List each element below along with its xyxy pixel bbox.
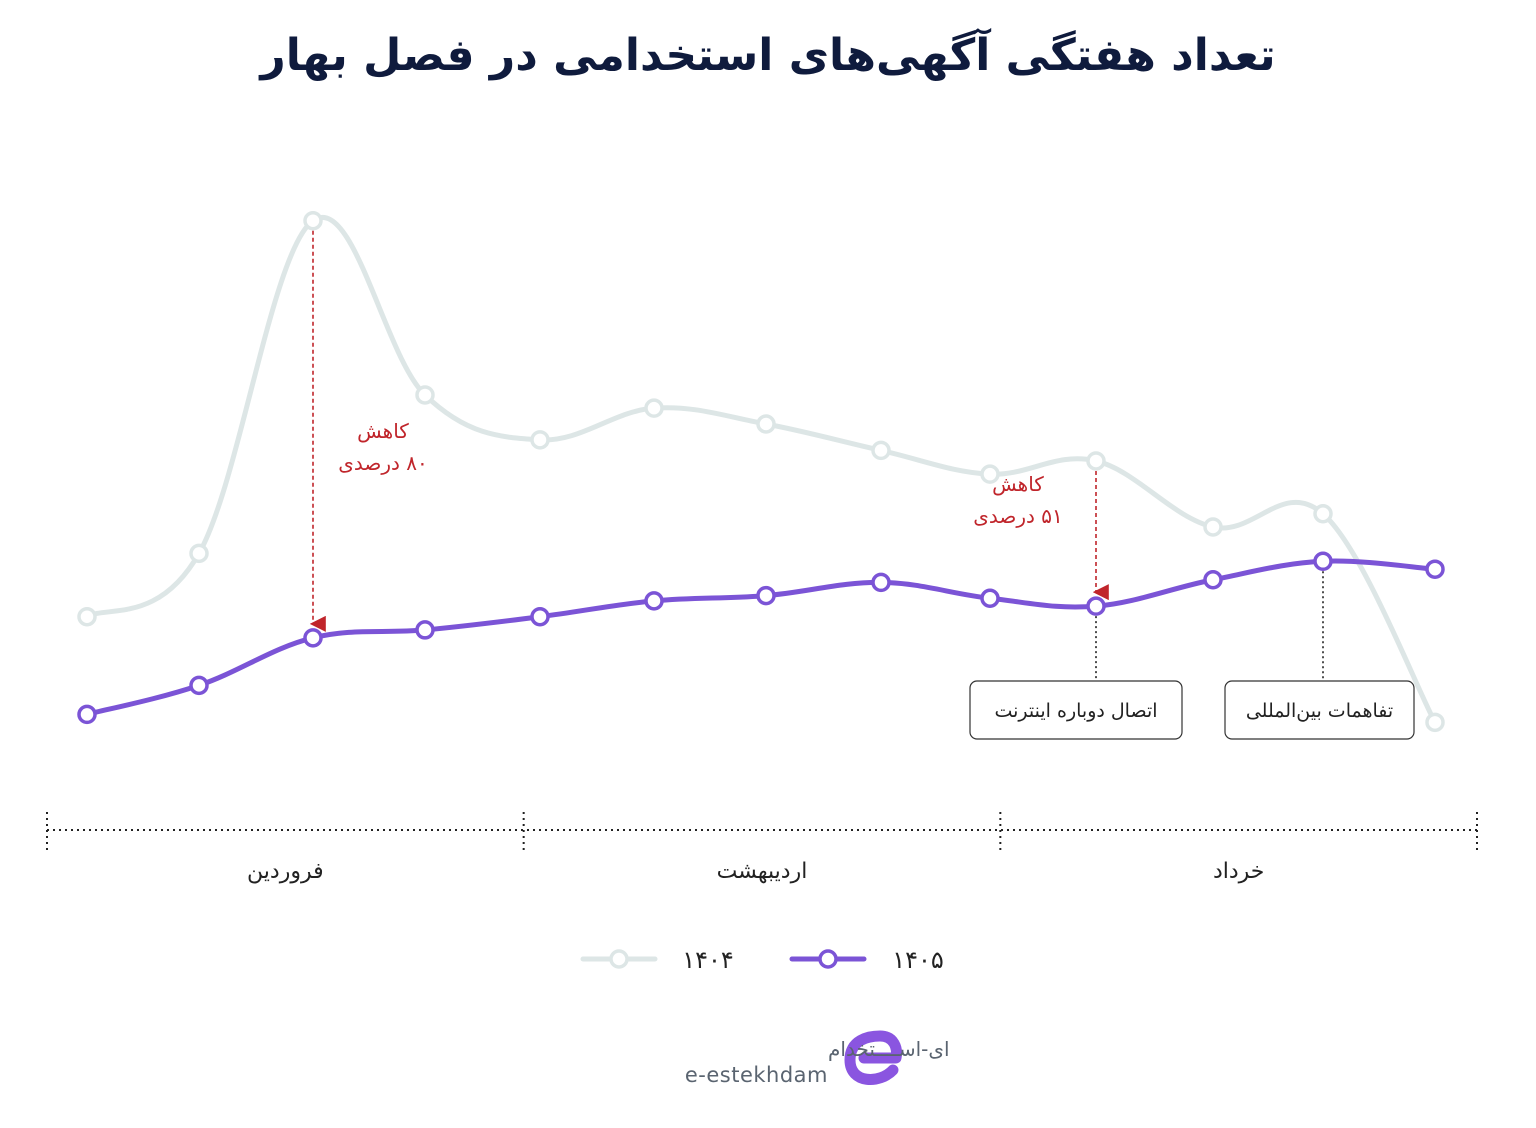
logo-text-en: e-estekhdam [685, 1063, 828, 1087]
data-point [189, 543, 209, 564]
series-lines [84, 215, 1438, 725]
chart-title: تعداد هفتگی آگهی‌های استخدامی در فصل بها… [260, 30, 1276, 81]
event-tag-box [1224, 680, 1415, 740]
data-point [644, 591, 664, 611]
annotation-title: کاهش [357, 419, 409, 443]
data-point [1313, 504, 1333, 524]
annotation-title: کاهش [992, 472, 1044, 496]
event-tag-label: اتصال دوباره اینترنت [994, 700, 1157, 722]
series-line-1 [84, 215, 1438, 725]
annotation-value: ۸۰ درصدی [338, 451, 428, 475]
data-point [1086, 596, 1106, 616]
event-tag-box [969, 680, 1183, 740]
annotations: کاهش ۸۰ درصدی کاهش ۵۱ درصدی اتصال دوباره این… [309, 230, 1415, 740]
data-point [980, 464, 1000, 484]
logo-text-fa: ای-اســــتخدام [828, 1037, 950, 1061]
legend-swatch-dot [818, 949, 838, 969]
data-point [871, 572, 891, 593]
legend-swatch-dot [609, 949, 629, 969]
legend-label: ۱۴۰۵ [892, 946, 944, 974]
data-point [756, 414, 776, 434]
logo-mark-icon [844, 1030, 902, 1085]
data-point [77, 704, 97, 725]
data-point [1425, 712, 1445, 733]
data-point [1425, 559, 1445, 579]
data-point [1313, 551, 1333, 572]
data-point [303, 210, 323, 231]
data-point [1086, 451, 1106, 471]
data-point [530, 606, 550, 627]
data-point [871, 440, 891, 461]
data-point [1203, 517, 1223, 537]
legend: ۱۴۰۴ ۱۴۰۵ [580, 946, 944, 974]
month-label: خرداد [1213, 859, 1264, 884]
data-point [644, 398, 664, 418]
data-point [415, 385, 435, 405]
annotation-value: ۵۱ درصدی [973, 504, 1063, 528]
month-axis: فروردین اردیبهشت خرداد [46, 812, 1478, 884]
legend-label: ۱۴۰۴ [682, 946, 734, 974]
data-point [1203, 570, 1223, 590]
data-point [77, 606, 97, 627]
data-point [415, 620, 435, 640]
event-tag-label: تفاهمات بین‌المللی [1246, 700, 1393, 722]
data-point [303, 628, 323, 648]
data-point [530, 430, 550, 450]
month-label: فروردین [247, 859, 324, 884]
series-points [77, 210, 1445, 733]
data-point [189, 675, 209, 696]
data-point [756, 585, 776, 606]
data-point [980, 588, 1000, 608]
month-label: اردیبهشت [717, 859, 808, 884]
